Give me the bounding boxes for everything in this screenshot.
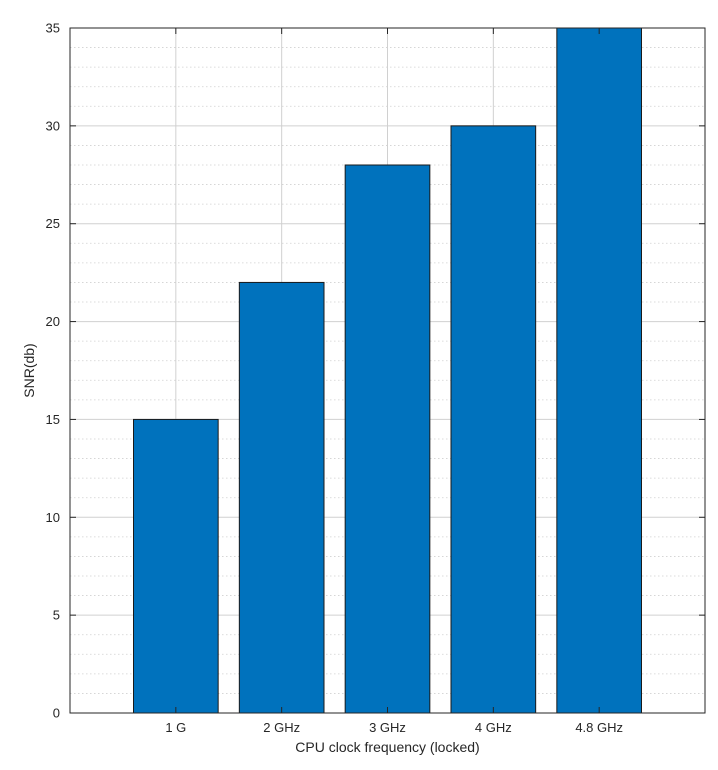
bar-2-ghz bbox=[238, 281, 325, 714]
y-axis-ticks: 0 5 10 15 20 25 30 35 bbox=[46, 21, 705, 721]
y-tick-label: 30 bbox=[46, 118, 60, 133]
y-tick-label: 25 bbox=[46, 216, 60, 231]
y-tick-label: 5 bbox=[53, 608, 60, 623]
y-tick-label: 20 bbox=[46, 314, 60, 329]
x-axis-ticks: 1 G 2 GHz 3 GHz 4 GHz 4.8 GHz bbox=[165, 28, 623, 735]
bar-1-g bbox=[133, 418, 219, 714]
y-tick-label: 0 bbox=[53, 706, 60, 721]
bar-4-8-ghz bbox=[556, 27, 642, 714]
bar-4-ghz bbox=[450, 125, 537, 714]
x-tick-label: 2 GHz bbox=[263, 720, 300, 735]
x-tick-label: 4 GHz bbox=[475, 720, 512, 735]
x-axis-label: CPU clock frequency (locked) bbox=[295, 739, 479, 755]
y-axis-label: SNR(db) bbox=[21, 343, 37, 397]
x-tick-label: 1 G bbox=[165, 720, 186, 735]
bar-3-ghz bbox=[344, 164, 431, 714]
y-tick-label: 10 bbox=[46, 510, 60, 525]
x-tick-label: 4.8 GHz bbox=[575, 720, 623, 735]
bars bbox=[133, 27, 642, 714]
y-tick-label: 15 bbox=[46, 412, 60, 427]
y-tick-label: 35 bbox=[46, 21, 60, 36]
x-tick-label: 3 GHz bbox=[369, 720, 406, 735]
